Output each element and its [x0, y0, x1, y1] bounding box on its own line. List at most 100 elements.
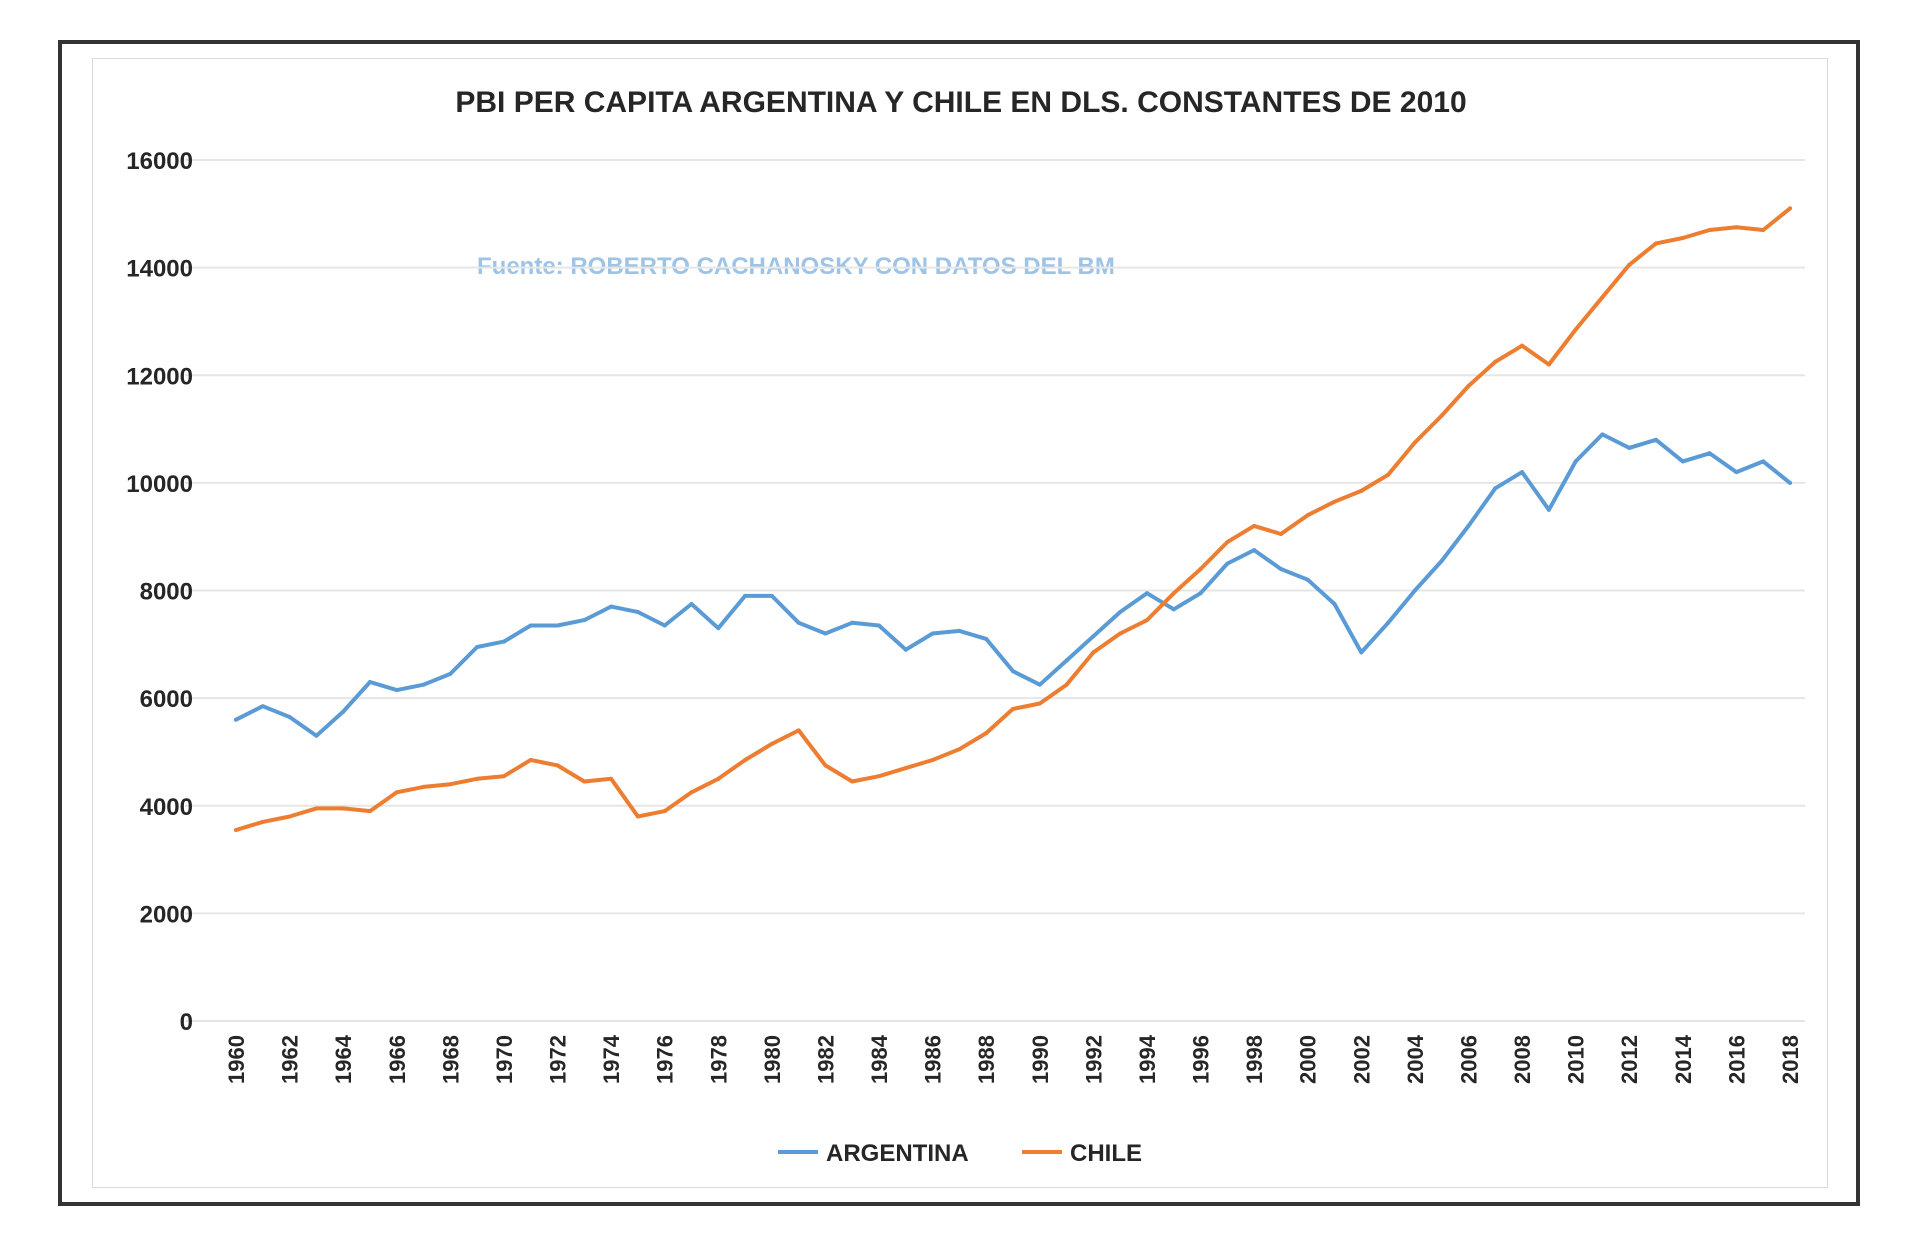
- y-tick-label: 16000: [126, 148, 193, 175]
- data-point-argentina: [448, 671, 453, 676]
- x-tick-label: 2002: [1349, 1035, 1374, 1084]
- data-point-argentina: [1064, 658, 1069, 663]
- data-point-argentina: [555, 623, 560, 628]
- data-point-chile: [421, 784, 426, 789]
- data-point-chile: [1011, 706, 1015, 711]
- x-tick-label: 1962: [278, 1035, 303, 1084]
- legend-label-chile: CHILE: [1070, 1140, 1142, 1167]
- data-point-argentina: [1171, 607, 1176, 612]
- x-tick-label: 1972: [546, 1035, 571, 1084]
- data-point-chile: [823, 763, 828, 768]
- data-point-argentina: [1091, 634, 1096, 639]
- data-point-argentina: [1037, 682, 1042, 687]
- data-point-chile: [1654, 241, 1659, 246]
- data-point-argentina: [1278, 566, 1283, 571]
- x-tick-label: 1966: [385, 1035, 410, 1084]
- data-point-argentina: [1734, 470, 1739, 475]
- x-tick-label: 2012: [1617, 1035, 1642, 1084]
- data-point-chile: [1118, 631, 1123, 636]
- data-point-chile: [234, 827, 238, 832]
- x-tick-label: 1984: [867, 1034, 892, 1084]
- data-point-chile: [448, 782, 453, 787]
- data-point-chile: [1412, 440, 1417, 445]
- gridlines: [185, 159, 1805, 1022]
- data-point-argentina: [716, 626, 721, 631]
- data-point-argentina: [1788, 480, 1792, 485]
- y-tick-label: 6000: [140, 686, 193, 713]
- y-axis-ticks: 0 2000 4000 6000 8000 10000 12000 14000 16000: [126, 148, 193, 1036]
- data-point-chile: [1198, 566, 1203, 571]
- data-point-argentina: [475, 645, 480, 650]
- data-point-chile: [314, 806, 319, 811]
- data-point-argentina: [743, 593, 748, 598]
- x-tick-label: 1988: [974, 1035, 999, 1084]
- data-point-argentina: [850, 620, 855, 625]
- x-tick-label: 1960: [224, 1035, 249, 1084]
- data-point-chile: [1788, 206, 1792, 211]
- data-point-chile: [394, 790, 399, 795]
- data-point-chile: [1546, 362, 1551, 367]
- x-tick-label: 1998: [1242, 1035, 1267, 1084]
- data-point-chile: [1144, 618, 1149, 623]
- data-point-chile: [1332, 499, 1337, 504]
- data-point-argentina: [877, 623, 882, 628]
- data-point-chile: [501, 774, 506, 779]
- y-tick-label: 12000: [126, 363, 193, 390]
- data-point-argentina: [984, 636, 989, 641]
- data-point-chile: [957, 747, 962, 752]
- data-point-chile: [1573, 327, 1578, 332]
- x-tick-label: 2016: [1724, 1035, 1749, 1084]
- data-point-chile: [1252, 523, 1257, 528]
- x-axis-ticks: 1960 1962 1964 1966 1968 1970 1972 1974 1976 1978…: [224, 1034, 1803, 1084]
- x-tick-label: 2010: [1564, 1035, 1589, 1084]
- data-point-chile: [1037, 701, 1042, 706]
- data-point-argentina: [796, 620, 801, 625]
- x-tick-label: 1974: [599, 1034, 624, 1084]
- data-point-argentina: [501, 639, 506, 644]
- data-point-chile: [1466, 384, 1471, 389]
- x-tick-label: 1986: [921, 1035, 946, 1084]
- data-point-argentina: [609, 604, 614, 609]
- x-tick-label: 1976: [653, 1035, 678, 1084]
- data-point-argentina: [1144, 591, 1149, 596]
- data-point-chile: [582, 779, 587, 784]
- data-point-argentina: [1412, 588, 1417, 593]
- data-point-argentina: [1439, 558, 1444, 563]
- data-point-argentina: [1466, 523, 1471, 528]
- data-point-argentina: [1225, 561, 1230, 566]
- data-point-chile: [1707, 227, 1712, 232]
- data-point-chile: [341, 806, 346, 811]
- data-point-argentina: [582, 618, 587, 623]
- data-point-argentina: [823, 631, 828, 636]
- data-point-chile: [1305, 513, 1310, 518]
- x-tick-label: 1970: [492, 1035, 517, 1084]
- data-point-argentina: [635, 610, 640, 615]
- legend-label-argentina: ARGENTINA: [826, 1140, 969, 1167]
- data-point-argentina: [689, 601, 694, 606]
- data-point-chile: [662, 809, 667, 814]
- data-point-argentina: [1118, 610, 1123, 615]
- data-point-chile: [1091, 650, 1096, 655]
- data-point-argentina: [1680, 459, 1685, 464]
- y-tick-label: 0: [180, 1009, 193, 1036]
- x-tick-label: 2018: [1778, 1035, 1803, 1084]
- data-point-chile: [1225, 540, 1230, 545]
- data-point-chile: [1734, 225, 1739, 230]
- chart-area: [92, 58, 1828, 1188]
- y-tick-label: 10000: [126, 471, 193, 498]
- x-tick-label: 2014: [1671, 1034, 1696, 1084]
- data-point-chile: [635, 814, 640, 819]
- data-point-chile: [769, 741, 774, 746]
- legend: ARGENTINA CHILE: [778, 1140, 1142, 1167]
- data-point-chile: [367, 809, 372, 814]
- y-tick-label: 4000: [140, 794, 193, 821]
- data-point-argentina: [1332, 601, 1337, 606]
- data-point-argentina: [1386, 620, 1391, 625]
- data-point-chile: [716, 776, 721, 781]
- data-point-chile: [1761, 227, 1766, 232]
- data-point-argentina: [234, 717, 238, 722]
- series-lines: [234, 206, 1792, 832]
- data-point-argentina: [1573, 459, 1578, 464]
- chart-frame: [58, 40, 1860, 1206]
- chart-title: PBI PER CAPITA ARGENTINA Y CHILE EN DLS.…: [455, 86, 1466, 119]
